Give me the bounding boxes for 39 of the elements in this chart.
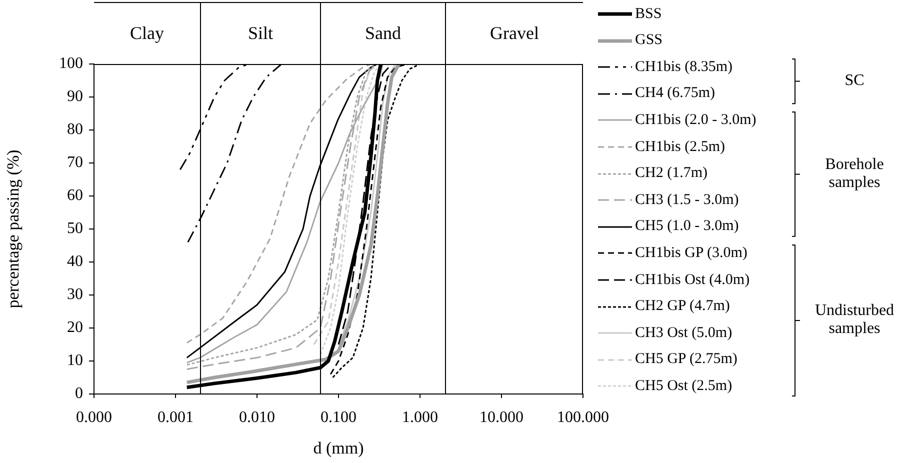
- legend-label: CH1bis (2.5m): [635, 138, 725, 156]
- zone-header: Clay Silt Sand Gravel: [94, 2, 583, 64]
- y-tick-label: 80: [67, 121, 83, 138]
- y-tick-label: 70: [67, 154, 83, 172]
- text: Undisturbed samples: [814, 302, 896, 338]
- x-tick-label: 0.001: [158, 408, 194, 426]
- legend-label: CH5 Ost (2.5m): [635, 378, 732, 395]
- y-tick-label: 30: [67, 286, 83, 304]
- legend-label: BSS: [635, 6, 662, 22]
- legend-label: CH3 (1.5 - 3.0m): [635, 192, 739, 209]
- y-axis-title: percentage passing (%): [4, 150, 23, 308]
- y-tick-label: 10: [67, 352, 83, 370]
- legend-label: CH1bis (8.35m): [635, 58, 732, 76]
- text: Borehole samples: [824, 156, 885, 192]
- legend-label: CH3 Ost (5.0m): [635, 324, 732, 342]
- x-tick-label: 1.000: [402, 408, 438, 426]
- x-tick-label: 0.000: [76, 408, 112, 426]
- x-tick-label: 0.010: [239, 408, 275, 426]
- legend-label: CH5 GP (2.75m): [635, 351, 738, 368]
- legend-label: CH1bis GP (3.0m): [635, 244, 748, 262]
- legend-label: CH2 GP (4.7m): [635, 298, 730, 316]
- legend-label: CH2 (1.7m): [635, 165, 708, 182]
- legend-label: GSS: [635, 32, 663, 50]
- legend-label: CH5 (1.0 - 3.0m): [635, 218, 739, 236]
- y-tick-label: 50: [67, 220, 83, 238]
- legend-label: CH4 (6.75m): [635, 85, 715, 102]
- y-tick-label: 0: [75, 385, 83, 402]
- text: SC: [844, 72, 866, 90]
- legend-label: CH1bis (2.0 - 3.0m): [635, 112, 756, 129]
- legend-label: CH1bis Ost (4.0m): [635, 272, 750, 288]
- y-tick-label: 60: [67, 187, 83, 204]
- y-tick-label: 20: [67, 319, 83, 336]
- x-tick-label: 10.000: [480, 408, 524, 426]
- x-tick-label: 100.000: [557, 408, 609, 426]
- y-tick-label: 40: [67, 253, 83, 270]
- x-tick-label: 0.100: [320, 408, 356, 426]
- y-tick-label: 100: [59, 55, 83, 72]
- y-tick-label: 90: [67, 88, 83, 106]
- x-axis-title: d (mm): [313, 438, 364, 458]
